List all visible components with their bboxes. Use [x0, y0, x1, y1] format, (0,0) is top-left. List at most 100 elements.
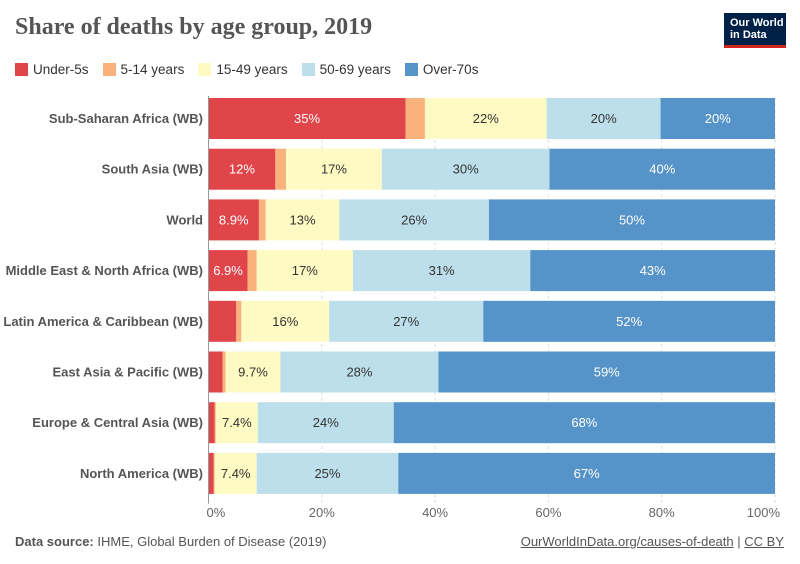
category-label: North America (WB): [80, 466, 203, 481]
x-tick-label: 40%: [422, 505, 448, 520]
bar-segment: [424, 98, 547, 139]
bar-segment: [275, 148, 287, 190]
data-label: 30%: [453, 162, 479, 177]
data-label: 17%: [292, 263, 318, 278]
data-label: 17%: [321, 162, 347, 177]
source-link[interactable]: OurWorldInData.org/causes-of-death: [520, 534, 734, 549]
chart-title: Share of deaths by age group, 2019: [15, 14, 373, 40]
source-label: Data source:: [15, 534, 94, 549]
category-label: South Asia (WB): [102, 162, 203, 177]
legend-label: Over-70s: [422, 62, 479, 77]
legend-swatch: [404, 63, 418, 76]
bar-segment: [208, 98, 406, 139]
data-label: 31%: [429, 263, 455, 278]
data-label: 12%: [229, 162, 255, 177]
data-label: 7.4%: [222, 415, 252, 430]
legend-swatch: [102, 63, 116, 76]
data-label: 40%: [649, 162, 675, 177]
bar-segment: [546, 98, 661, 139]
category-label: Europe & Central Asia (WB): [32, 415, 203, 430]
bar-segment: [286, 148, 382, 190]
data-label: 9.7%: [238, 365, 268, 380]
data-label: 6.9%: [213, 263, 243, 278]
legend-item[interactable]: Over-70s: [404, 62, 479, 77]
bar-segment: [329, 300, 484, 342]
bar-segment: [265, 199, 340, 241]
data-label: 25%: [314, 466, 340, 481]
data-label: 28%: [346, 365, 372, 380]
logo-line2: in Data: [730, 29, 767, 41]
bar-segment: [222, 351, 226, 393]
data-label: 8.9%: [219, 212, 249, 227]
bar-segment: [215, 402, 258, 444]
bar-segment: [208, 250, 248, 292]
bar-segment: [549, 148, 775, 190]
x-tick-label: 20%: [309, 505, 335, 520]
bar-segment: [381, 148, 550, 190]
bar-segment: [241, 300, 330, 342]
data-label: 43%: [640, 263, 666, 278]
separator: |: [737, 534, 741, 549]
category-label: Sub-Saharan Africa (WB): [49, 111, 203, 126]
bar-segment: [208, 402, 215, 444]
data-label: 16%: [272, 314, 298, 329]
bar-segment: [213, 452, 215, 494]
legend-label: 15-49 years: [216, 62, 288, 77]
legend-item[interactable]: 15-49 years: [198, 62, 288, 77]
bar-segment: [208, 300, 237, 342]
data-label: 26%: [401, 212, 427, 227]
legend-label: 50-69 years: [319, 62, 391, 77]
data-label: 52%: [616, 314, 642, 329]
bar-segment: [208, 148, 276, 190]
data-label: 7.4%: [221, 466, 251, 481]
data-label: 22%: [473, 111, 499, 126]
bar-segment: [225, 351, 281, 393]
data-label: 13%: [290, 212, 316, 227]
bar-segment: [208, 351, 223, 393]
bar-segment: [256, 250, 353, 292]
data-label: 20%: [591, 111, 617, 126]
source-text: IHME, Global Burden of Disease (2019): [97, 534, 327, 549]
footer-links: OurWorldInData.org/causes-of-death | CC …: [521, 534, 784, 549]
category-label: World: [166, 212, 203, 227]
owid-logo[interactable]: Our World in Data: [724, 13, 786, 48]
bar-segment: [393, 402, 775, 444]
bar-segment: [258, 199, 266, 241]
bar-segment: [483, 300, 775, 342]
legend: Under-5s 5-14 years 15-49 years 50-69 years…: [15, 62, 478, 77]
bar-segment: [352, 250, 531, 292]
bar-segment: [280, 351, 439, 393]
data-label: 20%: [705, 111, 731, 126]
data-label: 35%: [294, 111, 320, 126]
legend-item[interactable]: Under-5s: [15, 62, 89, 77]
category-label: Middle East & North Africa (WB): [6, 263, 203, 278]
x-tick-label: 100%: [747, 505, 781, 520]
bar-segment: [660, 98, 775, 139]
license-link[interactable]: CC BY: [744, 534, 784, 549]
bar-segment: [256, 452, 399, 494]
bar-segment: [236, 300, 242, 342]
bar-segment: [257, 402, 394, 444]
data-label: 67%: [574, 466, 600, 481]
data-label: 27%: [393, 314, 419, 329]
logo-line1: Our World: [730, 17, 784, 29]
bar-segment: [214, 452, 257, 494]
legend-swatch: [15, 63, 28, 76]
bar-segment: [530, 250, 775, 292]
bar-segment: [208, 199, 259, 241]
x-tick-label: 0%: [207, 505, 226, 520]
bar-segment: [438, 351, 775, 393]
bar-segment: [247, 250, 257, 292]
data-label: 50%: [619, 212, 645, 227]
data-label: 59%: [594, 365, 620, 380]
legend-item[interactable]: 50-69 years: [301, 62, 391, 77]
category-label: East Asia & Pacific (WB): [52, 365, 203, 380]
legend-label: 5-14 years: [120, 62, 185, 77]
legend-item[interactable]: 5-14 years: [102, 62, 185, 77]
legend-label: Under-5s: [33, 62, 89, 77]
bar-segment: [488, 199, 775, 241]
bar-segment: [405, 98, 425, 139]
bar-segment: [398, 452, 775, 494]
data-label: 24%: [313, 415, 339, 430]
legend-swatch: [301, 63, 315, 76]
